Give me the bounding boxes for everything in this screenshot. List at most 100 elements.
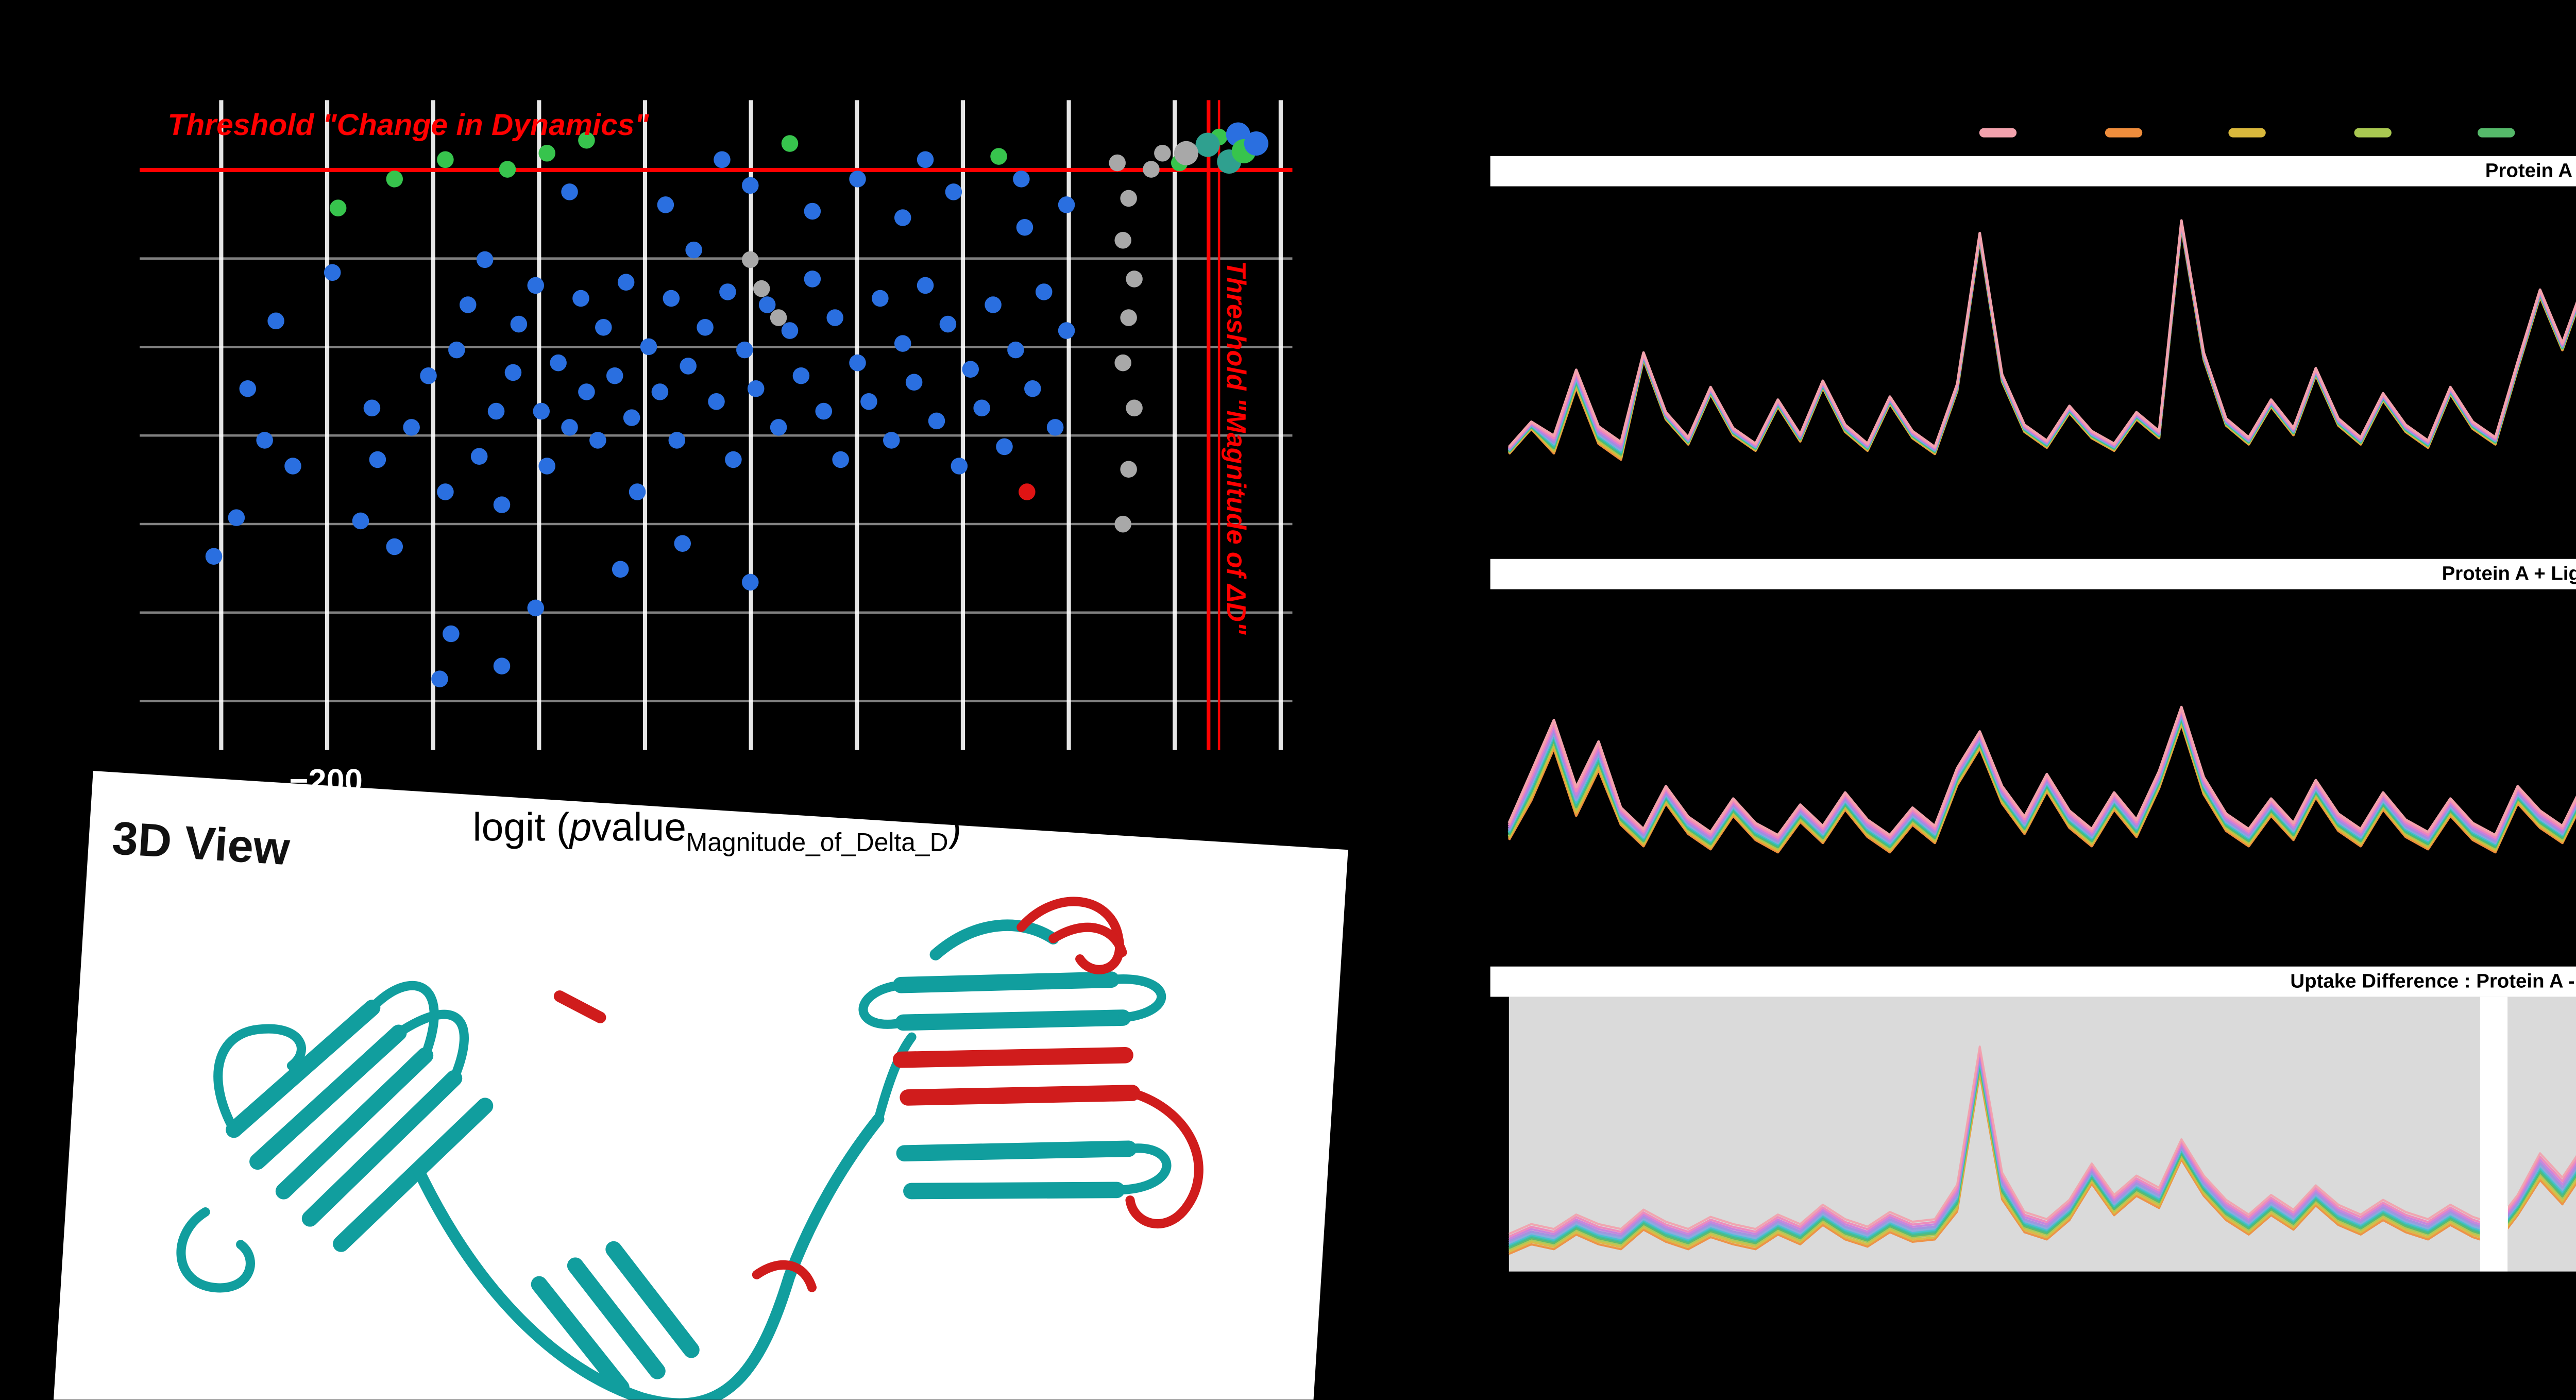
scatter-point-blue[interactable] [623,409,640,426]
scatter-point-blue[interactable] [905,374,923,391]
scatter-point-blue[interactable] [832,451,849,468]
scatter-point-gray[interactable] [1114,354,1131,372]
scatter-point-blue[interactable] [792,367,810,384]
scatter-point-blue[interactable] [578,383,595,400]
scatter-point-blue[interactable] [561,419,578,436]
scatter-point-blue[interactable] [352,512,369,530]
scatter-point-blue[interactable] [1035,283,1053,300]
scatter-point-blue[interactable] [742,177,759,194]
scatter-point-blue[interactable] [612,561,629,578]
scatter-point-blue[interactable] [674,535,691,552]
scatter-point-blue[interactable] [284,458,301,475]
scatter-point-green[interactable] [499,161,516,178]
scatter-point-green[interactable] [437,151,454,168]
legend-swatch-3[interactable] [2228,128,2266,137]
scatter-point-blue[interactable] [1024,380,1041,397]
scatter-point-blue[interactable] [945,183,962,200]
scatter-point-blue[interactable] [758,296,776,313]
scatter-point-blue[interactable] [572,290,589,307]
scatter-point-blue[interactable] [629,483,646,500]
scatter-point-green[interactable] [990,148,1007,165]
uptake-plot-protein-a-ligand[interactable] [1490,589,2576,946]
scatter-point-blue[interactable] [951,458,968,475]
volcano-plot[interactable]: Threshold "Change in Dynamics" Threshold… [0,0,1397,803]
uptake-difference-plot[interactable] [1490,997,2576,1272]
scatter-point-blue[interactable] [561,183,578,200]
scatter-point-blue[interactable] [962,361,979,378]
scatter-point-green[interactable] [781,135,799,152]
scatter-point-gray[interactable] [1114,515,1131,533]
scatter-point-blue[interactable] [849,171,866,188]
scatter-point-blue[interactable] [849,354,866,372]
scatter-point-blue[interactable] [736,341,753,359]
scatter-point-green[interactable] [329,199,347,216]
scatter-point-blue[interactable] [205,548,223,565]
scatter-point-large-blue[interactable] [1244,131,1268,156]
scatter-point-blue[interactable] [663,290,680,307]
scatter-point-blue[interactable] [487,402,505,420]
scatter-point-blue[interactable] [996,438,1013,456]
scatter-point-blue[interactable] [533,402,550,420]
scatter-point-blue[interactable] [770,419,787,436]
scatter-point-blue[interactable] [894,335,911,352]
scatter-point-blue[interactable] [781,322,799,339]
scatter-point-blue[interactable] [324,264,341,281]
scatter-point-blue[interactable] [985,296,1002,313]
scatter-point-gray[interactable] [1120,190,1137,207]
scatter-point-blue[interactable] [437,483,454,500]
scatter-point-gray[interactable] [1143,161,1160,178]
scatter-point-blue[interactable] [267,312,284,330]
scatter-point-blue[interactable] [493,657,511,674]
scatter-point-blue[interactable] [747,380,765,397]
scatter-point-blue[interactable] [883,432,900,449]
scatter-point-blue[interactable] [369,451,386,468]
scatter-point-green[interactable] [538,145,555,162]
scatter-point-gray[interactable] [1126,399,1143,417]
scatter-point-blue[interactable] [815,402,833,420]
scatter-point-blue[interactable] [420,367,437,384]
scatter-point-gray[interactable] [1120,309,1137,326]
scatter-point-blue[interactable] [742,574,759,591]
scatter-point-blue[interactable] [804,203,821,220]
scatter-point-gray[interactable] [770,309,787,326]
scatter-point-blue[interactable] [860,393,877,410]
scatter-point-blue[interactable] [1007,341,1024,359]
scatter-point-blue[interactable] [595,319,612,336]
scatter-point-blue[interactable] [493,496,511,513]
scatter-point-blue[interactable] [1046,419,1064,436]
legend-swatch-5[interactable] [2478,128,2515,137]
scatter-point-blue[interactable] [1013,171,1030,188]
structure-3d-panel[interactable]: 3D View [47,771,1348,1400]
scatter-point-gray[interactable] [1154,145,1171,162]
scatter-point-blue[interactable] [872,290,889,307]
scatter-point-blue[interactable] [470,448,488,465]
scatter-point-blue[interactable] [973,399,990,417]
scatter-point-blue[interactable] [228,509,245,526]
scatter-point-blue[interactable] [527,277,545,294]
scatter-point-blue[interactable] [804,271,821,288]
legend-swatch-1[interactable] [1979,128,2017,137]
scatter-point-blue[interactable] [725,451,742,468]
legend-swatch-4[interactable] [2353,128,2391,137]
scatter-point-blue[interactable] [657,196,674,213]
scatter-point-gray[interactable] [1120,461,1137,478]
scatter-point-large-teal[interactable] [1195,132,1220,157]
scatter-point-blue[interactable] [403,419,420,436]
scatter-point-blue[interactable] [640,338,657,356]
uptake-plot-protein-a[interactable] [1490,187,2576,552]
scatter-point-blue[interactable] [431,670,448,687]
scatter-point-blue[interactable] [386,538,403,555]
scatter-point-blue[interactable] [928,412,945,430]
scatter-point-blue[interactable] [504,364,522,381]
scatter-point-green[interactable] [386,171,403,188]
scatter-point-blue[interactable] [685,241,702,259]
scatter-point-blue[interactable] [719,283,736,300]
scatter-point-blue[interactable] [448,341,465,359]
scatter-point-blue[interactable] [538,458,555,475]
scatter-point-blue[interactable] [826,309,843,326]
scatter-point-blue[interactable] [1058,322,1075,339]
scatter-point-blue[interactable] [527,599,545,617]
scatter-point-blue[interactable] [476,251,494,268]
scatter-point-blue[interactable] [363,399,381,417]
scatter-point-blue[interactable] [894,209,911,226]
